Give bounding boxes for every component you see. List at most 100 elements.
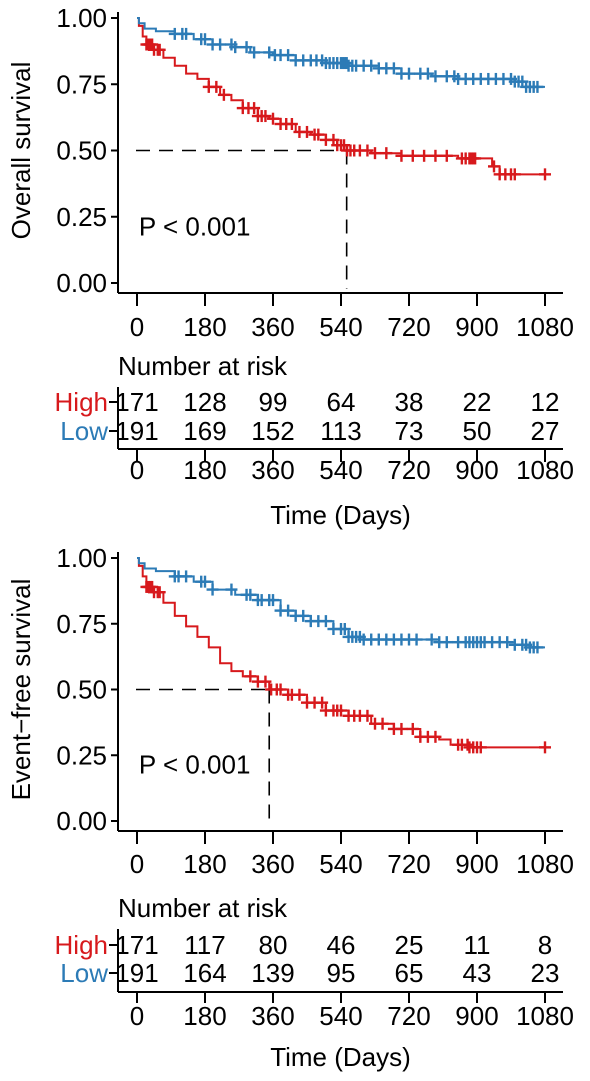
censor-mark-high (361, 144, 374, 157)
risk-count: 139 (251, 958, 294, 988)
censor-mark-high (259, 675, 272, 688)
risk-table-x-tick-label: 900 (455, 455, 498, 485)
risk-count: 128 (183, 387, 226, 417)
y-tick-label: 1.00 (56, 3, 107, 33)
x-tick-label: 900 (455, 312, 498, 342)
censor-mark-high (335, 704, 347, 717)
risk-table-x-tick-label: 540 (319, 455, 362, 485)
y-tick-label: 0.00 (56, 268, 107, 298)
censor-mark-high (153, 43, 166, 56)
risk-table-x-tick-label: 180 (183, 455, 226, 485)
x-tick-label: 540 (319, 849, 362, 879)
censor-mark-high (361, 709, 374, 722)
risk-count: 64 (327, 387, 356, 417)
censor-mark-low (531, 641, 544, 654)
risk-group-label-high: High (55, 387, 108, 417)
risk-count: 171 (115, 930, 158, 960)
censor-mark-high (406, 722, 419, 735)
x-tick-label: 1080 (516, 312, 574, 342)
risk-count: 50 (463, 416, 492, 446)
censor-mark-low (531, 80, 544, 93)
x-tick-label: 720 (387, 312, 430, 342)
censor-mark-low (319, 615, 332, 628)
survival-curve-high (137, 557, 545, 749)
risk-table-title: Number at risk (118, 893, 288, 923)
y-tick-label: 0.25 (56, 202, 107, 232)
x-axis-title: Time (Days) (270, 500, 411, 530)
censor-mark-low (365, 59, 378, 72)
censor-mark-low (180, 27, 193, 40)
censor-mark-high (429, 730, 442, 743)
censor-mark-low (248, 46, 261, 59)
censor-mark-low (180, 570, 193, 583)
risk-count: 12 (531, 387, 560, 417)
censor-mark-high (217, 88, 230, 101)
risk-count: 11 (464, 930, 491, 960)
censor-mark-low (199, 575, 211, 588)
risk-count: 8 (538, 930, 552, 960)
censor-mark-high (248, 102, 261, 115)
risk-count: 27 (531, 416, 560, 446)
risk-count: 164 (183, 958, 226, 988)
p-value-annotation: P < 0.001 (139, 750, 251, 780)
risk-table-x-tick-label: 900 (455, 1001, 498, 1031)
risk-table-title: Number at risk (118, 351, 288, 381)
censor-mark-high (469, 152, 482, 165)
risk-table-x-tick-label: 1080 (516, 1001, 574, 1031)
censor-mark-low (338, 623, 351, 636)
censor-mark-high (244, 670, 257, 683)
x-tick-label: 540 (319, 312, 362, 342)
risk-count: 191 (115, 958, 158, 988)
censor-mark-low (501, 636, 514, 649)
risk-table-x-tick-label: 0 (130, 1001, 144, 1031)
censor-mark-high (293, 688, 306, 701)
censor-mark-high (429, 149, 442, 162)
risk-count: 25 (395, 930, 424, 960)
panel-2: 0.00 0.25 0.50 0.75 1.00 0 180 360 540 720 900 1080… (6, 543, 574, 1072)
risk-group-label-low: Low (60, 958, 108, 988)
censor-mark-high (539, 168, 551, 181)
censor-mark-low (429, 70, 442, 83)
x-tick-label: 180 (183, 849, 226, 879)
censor-mark-high (267, 112, 279, 125)
censor-mark-high (146, 580, 159, 593)
risk-count: 191 (115, 416, 158, 446)
x-tick-label: 0 (130, 312, 144, 342)
censor-mark-low (425, 633, 438, 646)
risk-table-x-tick-label: 720 (387, 1001, 430, 1031)
panel-1: 0.00 0.25 0.50 0.75 1.00 0 180 360 540 720 900 1080… (6, 3, 574, 530)
censor-mark-low (421, 67, 434, 80)
risk-table-x-tick-label: 720 (387, 455, 430, 485)
y-tick-label: 1.00 (56, 543, 107, 573)
y-axis-label: Event−free survival (6, 579, 36, 801)
censor-mark-low (244, 588, 257, 601)
risk-count: 73 (395, 416, 424, 446)
x-tick-label: 180 (183, 312, 226, 342)
x-tick-label: 1080 (516, 849, 574, 879)
x-tick-label: 360 (251, 849, 294, 879)
risk-count: 169 (183, 416, 226, 446)
censor-mark-high (406, 149, 419, 162)
censor-mark-low (340, 57, 353, 70)
risk-count: 22 (463, 387, 492, 417)
censor-mark-high (146, 38, 159, 51)
y-tick-label: 0.50 (56, 136, 107, 166)
y-tick-label: 0.25 (56, 740, 107, 770)
censor-mark-low (410, 633, 423, 646)
risk-table-x-tick-label: 1080 (516, 455, 574, 485)
censor-mark-high (210, 80, 223, 93)
risk-table-x-tick-label: 540 (319, 1001, 362, 1031)
y-tick-label: 0.75 (56, 609, 107, 639)
censor-mark-high (259, 110, 272, 123)
censor-mark-low (225, 583, 238, 596)
censor-mark-low (267, 594, 279, 607)
censor-mark-low (440, 636, 453, 649)
censor-mark-high (285, 118, 298, 130)
risk-group-label-low: Low (60, 416, 108, 446)
risk-table-x-tick-label: 360 (251, 455, 294, 485)
censor-mark-low (297, 609, 310, 622)
censor-mark-low (387, 62, 400, 75)
censor-mark-high (461, 738, 474, 751)
risk-table-x-tick-label: 0 (130, 455, 144, 485)
